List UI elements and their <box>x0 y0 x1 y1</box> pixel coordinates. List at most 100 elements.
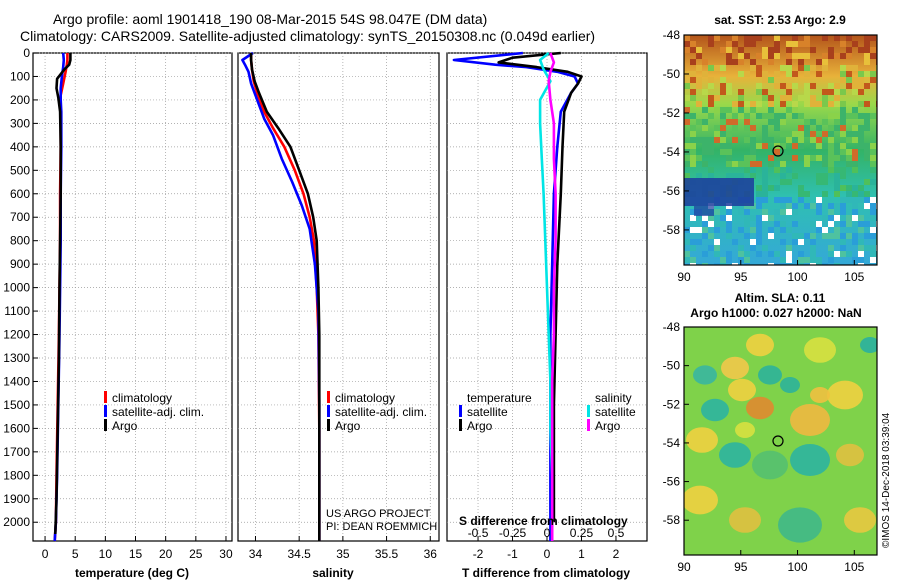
sst-pixel <box>834 227 840 233</box>
sst-pixel <box>696 77 702 83</box>
sst-pixel <box>816 197 822 203</box>
lat-tick-label: -48 <box>663 320 681 334</box>
sst-pixel <box>762 125 768 131</box>
sst-pixel <box>708 113 714 119</box>
sst-pixel <box>846 113 852 119</box>
sst-pixel <box>786 137 792 143</box>
sst-pixel <box>852 197 858 203</box>
sst-pixel <box>750 65 756 71</box>
sst-pixel <box>738 107 744 113</box>
x-tick-label: 34 <box>249 547 263 561</box>
sla-blob <box>746 396 774 420</box>
sst-pixel <box>792 173 798 179</box>
sst-pixel <box>726 227 732 233</box>
sst-pixel <box>684 119 690 125</box>
sst-pixel <box>768 227 774 233</box>
depth-tick-label: 600 <box>10 187 30 201</box>
depth-tick-label: 300 <box>10 116 30 130</box>
sst-pixel <box>720 125 726 131</box>
sst-pixel <box>702 59 708 65</box>
sla-blob <box>758 365 782 385</box>
sst-pixel <box>852 155 858 161</box>
sla-map-frame <box>683 326 878 556</box>
sst-pixel <box>792 53 798 59</box>
salinity-legend: climatology satellite-adj. clim. Argo <box>327 391 427 433</box>
sst-pixel <box>702 119 708 125</box>
temperature-grid <box>33 52 232 541</box>
sst-pixel <box>744 125 750 131</box>
sst-pixel <box>726 119 732 125</box>
sla-title-1: Altim. SLA: 0.11 <box>735 291 826 305</box>
series-line-t-satellite <box>452 51 580 541</box>
sst-pixel <box>828 245 834 251</box>
sst-pixel <box>726 89 732 95</box>
sst-pixel <box>720 257 726 263</box>
depth-tick-label: 100 <box>10 69 30 83</box>
sst-pixel <box>750 35 756 41</box>
sst-pixel <box>702 125 708 131</box>
sst-pixel <box>852 215 858 221</box>
temperature-lines <box>53 52 72 542</box>
sst-pixel <box>804 233 810 239</box>
sst-pixel <box>816 101 822 107</box>
sst-pixel <box>690 239 696 245</box>
sla-blob <box>844 507 876 533</box>
sst-pixel <box>822 227 828 233</box>
sst-pixel <box>858 239 864 245</box>
sst-pixel <box>726 107 732 113</box>
sst-pixel <box>822 155 828 161</box>
legend-argo: Argo <box>335 419 361 433</box>
sst-pixel <box>732 59 738 65</box>
sst-pixel <box>726 257 732 263</box>
lat-tick-label: -56 <box>663 184 681 198</box>
sst-pixel <box>804 131 810 137</box>
sst-pixel <box>858 125 864 131</box>
salinity-axis-label: salinity <box>312 566 354 580</box>
lon-tick-label: 100 <box>788 560 808 574</box>
sst-pixel <box>690 59 696 65</box>
sst-pixel <box>774 149 780 155</box>
sst-pixel <box>774 197 780 203</box>
sst-pixel <box>852 233 858 239</box>
sla-blob <box>701 398 729 422</box>
sst-pixel <box>714 125 720 131</box>
sst-pixel <box>840 107 846 113</box>
sst-pixel <box>744 113 750 119</box>
project-annotation: US ARGO PROJECT <box>326 508 431 520</box>
sst-pixel <box>750 143 756 149</box>
sst-map-frame <box>683 34 878 266</box>
lat-tick-label: -58 <box>663 223 681 237</box>
sst-pixel <box>840 149 846 155</box>
sst-pixel <box>840 197 846 203</box>
legend-satellite: satellite-adj. clim. <box>112 405 204 419</box>
sst-pixel <box>774 209 780 215</box>
sst-pixel <box>732 125 738 131</box>
sst-pixel <box>816 71 822 77</box>
sla-blob <box>778 507 822 543</box>
sst-pixel <box>720 119 726 125</box>
sla-blob <box>728 378 756 402</box>
temperature-panel: 0100200300400500600700800900100011001200… <box>3 46 233 580</box>
sst-pixel <box>696 83 702 89</box>
sst-pixel <box>786 179 792 185</box>
sst-pixel <box>864 113 870 119</box>
lon-tick-label: 95 <box>734 560 748 574</box>
lon-tick-label: 95 <box>734 270 748 284</box>
legend-swatch-climatology <box>327 391 330 403</box>
sst-pixel <box>828 89 834 95</box>
sst-pixel <box>756 251 762 257</box>
sst-pixel <box>690 137 696 143</box>
sst-pixel <box>780 101 786 107</box>
sst-pixel <box>840 65 846 71</box>
sst-pixel <box>804 83 810 89</box>
sst-pixel <box>804 119 810 125</box>
legend-argo: Argo <box>112 419 138 433</box>
sst-pixel <box>690 149 696 155</box>
sst-pixel <box>738 95 744 101</box>
sst-pixel <box>798 137 804 143</box>
x-tick-label: 20 <box>159 547 173 561</box>
sst-pixel <box>702 107 708 113</box>
sst-pixel <box>852 125 858 131</box>
circle-marker-icon <box>772 145 784 157</box>
sst-pixel <box>780 65 786 71</box>
